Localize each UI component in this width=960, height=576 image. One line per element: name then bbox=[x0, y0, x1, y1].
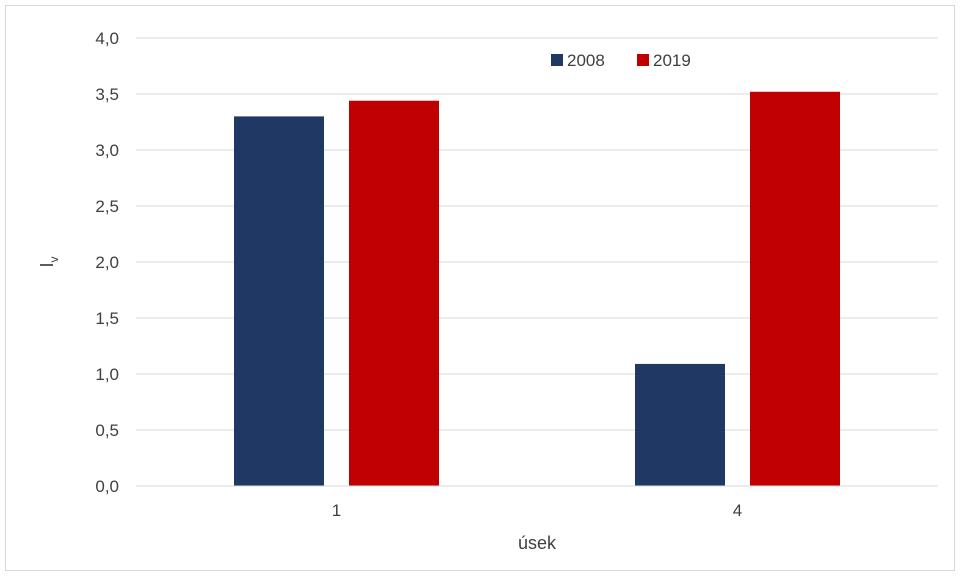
legend-label-2008: 2008 bbox=[567, 51, 605, 70]
x-axis-title: úsek bbox=[518, 533, 557, 553]
y-tick-label: 1,5 bbox=[95, 309, 119, 328]
bar-2008-1 bbox=[234, 116, 324, 487]
y-axis-title-subscript: v bbox=[47, 256, 61, 262]
y-tick-label: 2,0 bbox=[95, 253, 119, 272]
y-tick-label: 3,5 bbox=[95, 85, 119, 104]
x-tick-label: 1 bbox=[332, 501, 341, 520]
y-tick-labels: 0,0 0,5 1,0 1,5 2,0 2,5 3,0 3,5 4,0 bbox=[95, 29, 119, 496]
y-tick-label: 4,0 bbox=[95, 29, 119, 48]
y-tick-label: 1,0 bbox=[95, 365, 119, 384]
legend-swatch-2008 bbox=[551, 54, 563, 66]
bars bbox=[234, 91, 840, 487]
y-axis-title: Iv bbox=[37, 256, 61, 267]
bar-2008-4 bbox=[635, 363, 725, 486]
y-tick-label: 0,0 bbox=[95, 477, 119, 496]
y-tick-label: 0,5 bbox=[95, 421, 119, 440]
legend-label-2019: 2019 bbox=[653, 51, 691, 70]
x-tick-label: 4 bbox=[733, 501, 742, 520]
bar-2019-4 bbox=[750, 91, 840, 486]
y-tick-label: 2,5 bbox=[95, 197, 119, 216]
y-axis-title-main: I bbox=[37, 262, 57, 267]
legend-swatch-2019 bbox=[637, 54, 649, 66]
bar-2019-1 bbox=[349, 100, 439, 486]
y-tick-label: 3,0 bbox=[95, 141, 119, 160]
legend: 2008 2019 bbox=[551, 51, 691, 70]
